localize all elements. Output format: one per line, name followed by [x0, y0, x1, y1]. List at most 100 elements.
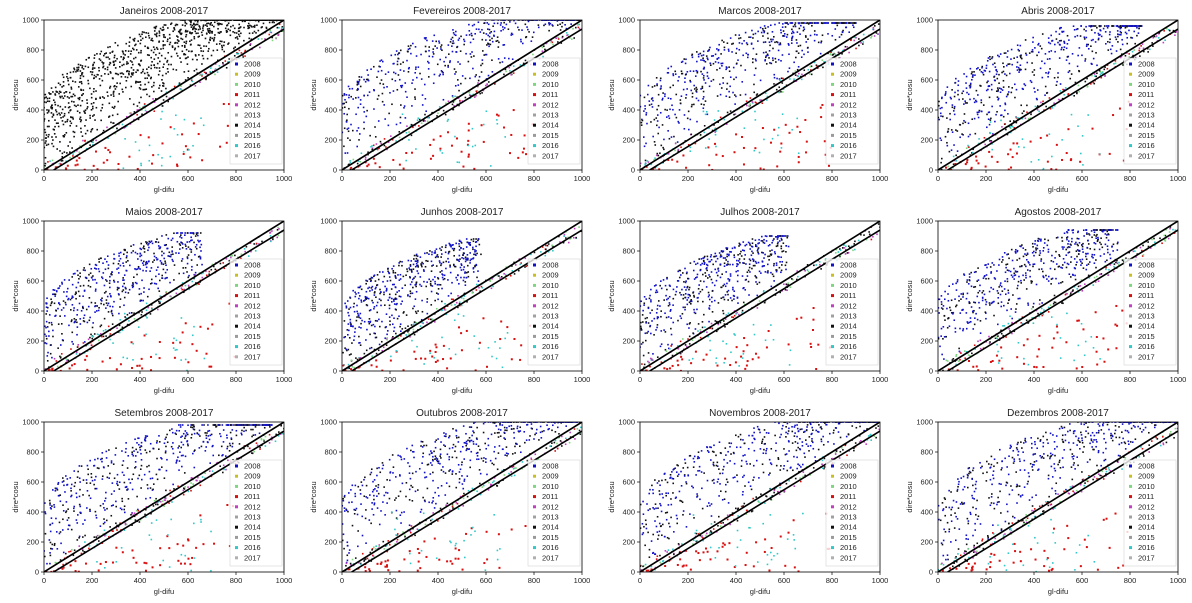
- data-point: [44, 101, 46, 103]
- data-point: [799, 33, 801, 35]
- data-point: [98, 69, 100, 72]
- data-point: [990, 83, 993, 86]
- data-point: [662, 146, 664, 149]
- data-point: [424, 120, 426, 122]
- data-point: [226, 20, 228, 22]
- x-axis-label: gl-difu: [750, 185, 770, 194]
- data-point: [244, 49, 247, 52]
- data-point: [159, 27, 162, 30]
- data-point: [1112, 25, 1115, 27]
- data-point: [504, 136, 507, 138]
- data-point: [105, 260, 108, 263]
- data-point: [765, 51, 767, 54]
- data-point: [140, 96, 142, 99]
- data-point: [183, 44, 186, 47]
- data-point: [51, 106, 54, 109]
- data-point: [686, 88, 688, 90]
- data-point: [977, 94, 979, 96]
- data-point: [140, 49, 142, 52]
- data-point: [440, 256, 442, 258]
- data-point: [158, 40, 161, 43]
- data-point: [48, 335, 50, 337]
- data-point: [82, 320, 85, 322]
- data-point: [102, 272, 105, 274]
- data-point: [111, 312, 113, 315]
- data-point: [1120, 31, 1123, 34]
- data-point: [689, 81, 692, 83]
- data-point: [100, 332, 102, 335]
- data-point: [1017, 48, 1020, 51]
- data-point: [103, 292, 106, 294]
- data-point: [708, 127, 710, 130]
- data-point: [67, 79, 69, 82]
- data-point: [1054, 50, 1056, 53]
- data-point: [197, 32, 199, 35]
- data-point: [86, 102, 89, 104]
- data-point: [47, 368, 50, 371]
- data-point: [517, 20, 519, 21]
- data-point: [548, 23, 551, 26]
- data-point: [202, 271, 205, 274]
- data-point: [95, 264, 98, 267]
- data-point: [722, 41, 725, 43]
- data-point: [184, 79, 187, 81]
- data-point: [664, 95, 666, 98]
- data-point: [758, 151, 761, 154]
- data-point: [1019, 69, 1021, 72]
- data-point: [109, 286, 111, 289]
- data-point: [862, 33, 865, 36]
- data-point: [414, 68, 417, 70]
- data-point: [382, 83, 385, 85]
- x-tick-label: 200: [86, 174, 99, 183]
- data-point: [419, 283, 421, 286]
- data-point: [660, 85, 662, 87]
- data-point: [149, 355, 152, 358]
- data-point: [1098, 34, 1100, 36]
- data-point: [477, 82, 479, 84]
- legend-marker: [235, 314, 238, 318]
- data-point: [749, 103, 752, 105]
- data-point: [807, 23, 810, 25]
- x-tick-label: 200: [682, 174, 695, 183]
- legend-entry: 2008: [542, 60, 559, 69]
- data-point: [217, 27, 219, 30]
- data-point: [146, 316, 148, 319]
- data-point: [244, 55, 246, 57]
- data-point: [208, 365, 211, 368]
- data-point: [689, 70, 692, 72]
- data-point: [957, 84, 960, 87]
- data-point: [497, 58, 500, 60]
- data-point: [151, 162, 154, 165]
- data-point: [1062, 88, 1064, 91]
- data-point: [184, 24, 186, 27]
- data-point: [177, 45, 180, 48]
- data-point: [470, 94, 472, 97]
- data-point: [122, 277, 124, 279]
- data-point: [729, 76, 732, 78]
- data-point: [427, 68, 430, 70]
- data-point: [471, 94, 474, 96]
- legend-entry: 2013: [1138, 111, 1155, 120]
- data-point: [1063, 40, 1065, 43]
- legend-entry: 2015: [542, 131, 559, 140]
- data-point: [217, 31, 220, 34]
- data-point: [975, 68, 978, 70]
- legend-marker: [235, 72, 238, 76]
- data-point: [813, 22, 816, 24]
- data-point: [1086, 77, 1088, 80]
- data-point: [190, 259, 193, 261]
- data-point: [763, 25, 766, 27]
- data-point: [1072, 25, 1075, 27]
- data-point: [732, 91, 734, 94]
- legend-marker: [1129, 72, 1132, 76]
- data-point: [98, 270, 101, 273]
- data-point: [788, 53, 790, 56]
- data-point: [414, 71, 416, 74]
- data-point: [265, 26, 268, 29]
- data-point: [197, 44, 200, 46]
- data-point: [704, 82, 707, 84]
- data-point: [434, 282, 437, 285]
- data-point: [159, 60, 161, 63]
- data-point: [171, 45, 174, 47]
- data-point: [705, 55, 708, 57]
